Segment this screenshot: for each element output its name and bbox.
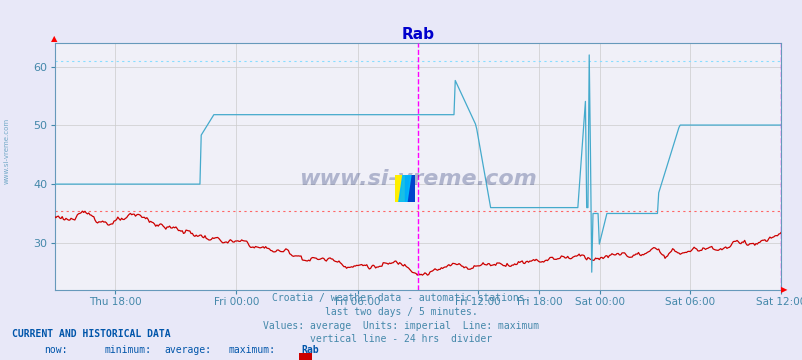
Text: www.si-vreme.com: www.si-vreme.com: [3, 118, 10, 184]
Text: now:: now:: [44, 345, 67, 355]
Text: Croatia / weather data - automatic stations.: Croatia / weather data - automatic stati…: [272, 293, 530, 303]
Text: ▲: ▲: [51, 34, 58, 43]
Bar: [404, 175, 415, 202]
Text: maximum:: maximum:: [229, 345, 276, 355]
Text: average:: average:: [164, 345, 212, 355]
Text: CURRENT AND HISTORICAL DATA: CURRENT AND HISTORICAL DATA: [12, 329, 171, 339]
Text: last two days / 5 minutes.: last two days / 5 minutes.: [325, 307, 477, 317]
Text: minimum:: minimum:: [104, 345, 152, 355]
Text: Rab: Rab: [301, 345, 318, 355]
Text: ▶: ▶: [780, 285, 787, 294]
Text: vertical line - 24 hrs  divider: vertical line - 24 hrs divider: [310, 334, 492, 345]
Text: www.si-vreme.com: www.si-vreme.com: [298, 169, 537, 189]
Title: Rab: Rab: [401, 27, 434, 42]
Polygon shape: [399, 175, 411, 202]
Text: Values: average  Units: imperial  Line: maximum: Values: average Units: imperial Line: ma…: [263, 321, 539, 331]
Bar: [395, 175, 404, 202]
